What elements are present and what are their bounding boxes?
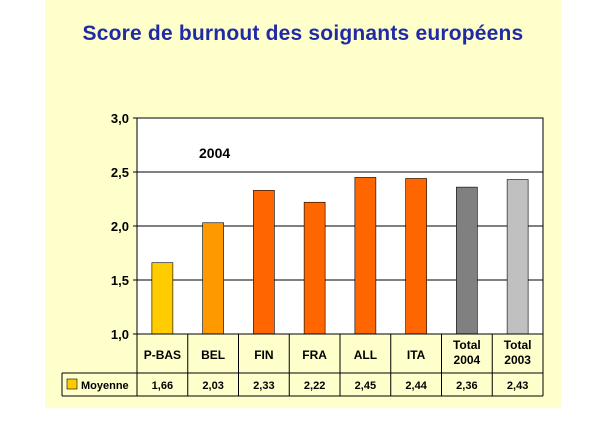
annotation-year: 2004 (199, 145, 230, 161)
x-tick-label: 2003 (504, 353, 531, 367)
y-tick-label: 2,5 (111, 165, 129, 180)
bar (354, 177, 377, 335)
data-label: 2,45 (355, 380, 376, 392)
bar (405, 178, 427, 335)
legend-swatch (66, 378, 78, 390)
bar (303, 201, 326, 335)
x-tick-label: FIN (254, 348, 273, 362)
y-tick-label: 2,0 (111, 219, 129, 234)
legend-label: Moyenne (81, 380, 129, 392)
bar (456, 186, 478, 335)
bar (253, 190, 275, 335)
bar (202, 222, 224, 335)
y-tick-label: 1,5 (111, 273, 129, 288)
data-label: 1,66 (152, 380, 173, 392)
x-tick-label: Total (453, 338, 481, 352)
x-tick-label: BEL (201, 348, 225, 362)
bar (506, 179, 529, 335)
bar (151, 262, 174, 335)
data-label: 2,36 (456, 380, 477, 392)
data-label: 2,44 (405, 380, 427, 392)
x-tick-label: ITA (407, 348, 426, 362)
x-tick-label: P-BAS (144, 348, 181, 362)
x-tick-label: ALL (354, 348, 377, 362)
data-label: 2,22 (304, 380, 325, 392)
chart-title: Score de burnout des soignants européens (82, 22, 524, 45)
y-tick-label: 1,0 (111, 327, 129, 342)
y-tick-label: 3,0 (111, 111, 129, 126)
data-label: 2,03 (202, 380, 223, 392)
data-label: 2,43 (507, 380, 528, 392)
x-tick-label: FRA (302, 348, 327, 362)
data-label: 2,33 (253, 380, 274, 392)
x-tick-label: Total (504, 338, 532, 352)
x-tick-label: 2004 (454, 353, 481, 367)
